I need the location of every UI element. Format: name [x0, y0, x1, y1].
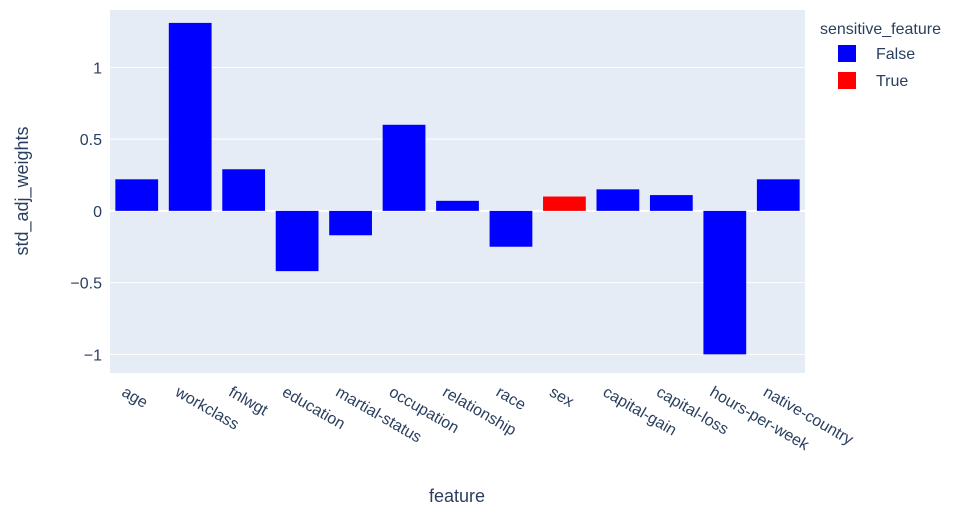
legend-label-false: False	[876, 46, 915, 63]
y-tick-label: 1	[93, 60, 102, 77]
bar-education	[275, 210, 319, 272]
y-tick-label: 0	[93, 204, 102, 221]
bar-martial-status	[329, 210, 372, 236]
y-tick-labels: −1 −0.5 0 0.5 1	[70, 60, 102, 364]
y-axis-title: std_adj_weights	[12, 126, 33, 255]
bar-hours-per-week	[703, 210, 747, 355]
legend-title: sensitive_feature	[820, 21, 941, 38]
legend-swatch-false	[838, 45, 856, 62]
bar-sex	[543, 196, 586, 211]
bar-workclass	[168, 22, 212, 211]
bar-fnlwgt	[222, 169, 266, 211]
legend-swatch-true	[838, 72, 856, 89]
legend-label-true: True	[876, 73, 908, 90]
y-tick-label: −0.5	[70, 276, 102, 293]
bar-occupation	[382, 124, 426, 211]
x-axis-title: feature	[429, 486, 485, 506]
bar-capital-loss	[649, 195, 693, 211]
plot-area	[110, 10, 805, 373]
bar-race	[489, 210, 533, 247]
x-tick-label: sex	[546, 384, 576, 411]
bar-capital-gain	[596, 189, 640, 211]
y-tick-label: 0.5	[80, 132, 102, 149]
x-tick-label: race	[493, 384, 529, 414]
bar-age	[115, 179, 159, 211]
y-tick-label: −1	[84, 347, 102, 364]
bar-relationship	[436, 200, 479, 211]
bar-native-country	[756, 179, 800, 211]
bars	[115, 22, 800, 355]
x-tick-label: age	[119, 384, 151, 412]
legend: sensitive_feature False True	[820, 21, 941, 90]
legend-items: False True	[838, 45, 915, 90]
